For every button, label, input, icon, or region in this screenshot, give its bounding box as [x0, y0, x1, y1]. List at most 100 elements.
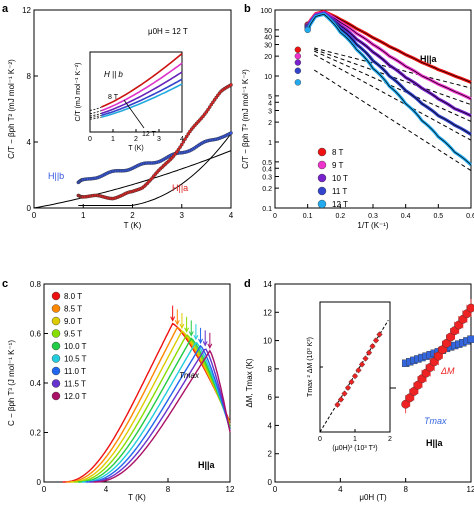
y-axis-label: C/T − βph T² (mJ mol⁻¹ K⁻²)	[7, 59, 16, 159]
series-label-ha: H||a	[172, 183, 188, 193]
x-tick-label: 0.6	[466, 213, 474, 220]
activated-fit-line	[313, 54, 472, 141]
legend-marker	[317, 147, 327, 157]
y-tick-label: 2	[268, 120, 272, 127]
x-axis-label: T (K)	[124, 221, 142, 230]
inset-extrapolation-line	[89, 110, 102, 114]
inset-x-tick-label: 0	[318, 436, 322, 443]
y-tick-label: 5	[268, 94, 272, 101]
legend-label: 9.5 T	[64, 330, 82, 339]
y-tick-label: 0.2	[262, 186, 272, 193]
x-tick-label: 8	[403, 485, 408, 494]
inset-point	[335, 402, 340, 408]
y-tick-label: 50	[264, 28, 272, 35]
y-tick-label: 8	[27, 72, 32, 81]
curve-11.5T	[89, 348, 230, 483]
y-tick-label: 4	[27, 138, 32, 147]
data-point-ha	[184, 134, 189, 139]
inset-arrow	[123, 99, 145, 129]
legend-label: 12.0 T	[64, 392, 87, 401]
y-tick-label: 40	[264, 34, 272, 41]
inset-point	[373, 337, 379, 343]
tmax-annotation: Tmax	[179, 371, 200, 380]
inset-x-tick-label: 0	[88, 136, 92, 143]
y-tick-label: 100	[260, 8, 272, 15]
x-tick-label: 0	[273, 485, 278, 494]
tmax-arrowhead	[184, 327, 190, 333]
field-direction-label: H||a	[426, 438, 444, 448]
inset-curve-12T	[101, 83, 183, 118]
y-tick-label: 0.1	[262, 206, 272, 213]
delta-point	[466, 303, 474, 313]
hb-fit-line	[33, 150, 232, 209]
curve-11.0T	[85, 344, 231, 483]
x-tick-label: 12	[467, 485, 474, 494]
data-point-ha	[186, 132, 191, 136]
legend-marker	[51, 316, 61, 326]
panel-letter: d	[244, 278, 251, 290]
x-tick-label: 0	[42, 485, 47, 494]
inset-y-axis-label: C/T (mJ mol⁻¹ K⁻²)	[75, 63, 82, 122]
curve-9.0T	[70, 329, 231, 483]
x-tick-label: 4	[104, 485, 109, 494]
legend-label: 9 T	[332, 161, 344, 170]
x-axis-label: μ0H (T)	[359, 493, 387, 502]
y-tick-label: 0.6	[30, 330, 42, 339]
data-point	[304, 26, 311, 34]
data-point	[294, 79, 302, 86]
y-tick-label: 0.8	[30, 280, 42, 289]
y-tick-label: 10	[263, 337, 272, 346]
y-tick-label: 3	[268, 109, 272, 116]
x-tick-label: 0	[32, 211, 37, 220]
legend-label: 8.5 T	[64, 305, 82, 314]
y-tick-label: 0.4	[30, 379, 42, 388]
inset-point	[366, 350, 372, 356]
inset-x-tick-label: 2	[134, 136, 138, 143]
legend-marker	[51, 354, 61, 363]
y-tick-label: 12	[22, 6, 31, 15]
inset-point	[356, 367, 361, 373]
legend-label: 11.5 T	[64, 380, 86, 389]
legend-label: 9.0 T	[64, 317, 82, 326]
inset-frame	[319, 301, 391, 433]
x-tick-label: 0.5	[433, 213, 443, 220]
inset-point	[338, 397, 344, 402]
series-label-tmax: Tmax	[424, 416, 447, 426]
x-tick-label: 0	[273, 213, 277, 220]
data-point-ha	[176, 147, 181, 152]
panel-letter: c	[2, 278, 8, 290]
series-fit-12T	[307, 13, 472, 166]
inset-x-axis-label: (μ0H)³ (10³ T³)	[332, 445, 377, 452]
x-tick-label: 3	[180, 211, 185, 220]
inset-x-tick-label: 3	[157, 136, 161, 143]
inset-curve-8T	[101, 52, 183, 108]
y-axis-label: ΔM, Tmax (K)	[245, 358, 254, 408]
x-tick-label: 0.1	[303, 213, 313, 220]
inset-point	[370, 343, 375, 349]
inset-extrapolation-line	[89, 112, 102, 117]
y-tick-label: 10	[264, 74, 272, 81]
x-axis-label: T (K)	[128, 493, 146, 502]
y-tick-label: 0.3	[262, 175, 272, 182]
inset-curve-11T	[101, 78, 183, 117]
tmax-arrowhead	[207, 343, 213, 349]
legend-label: 12 T	[332, 200, 348, 209]
inset-x-axis-label: T (K)	[128, 145, 143, 152]
inset-x-tick-label: 1	[111, 136, 115, 143]
plot-frame	[274, 283, 472, 483]
x-tick-label: 12	[226, 485, 235, 494]
data-point-ha	[229, 83, 233, 87]
plot-frame	[274, 9, 472, 209]
y-tick-label: 2	[268, 450, 273, 459]
y-tick-label: 6	[268, 393, 273, 402]
x-tick-label: 0.3	[368, 213, 378, 220]
data-point	[294, 67, 302, 74]
legend-label: 8 T	[332, 148, 344, 157]
inset-point	[359, 361, 365, 367]
data-point-ha	[178, 145, 182, 149]
legend-label: 10.5 T	[64, 355, 87, 364]
y-tick-label: 0	[268, 478, 273, 487]
